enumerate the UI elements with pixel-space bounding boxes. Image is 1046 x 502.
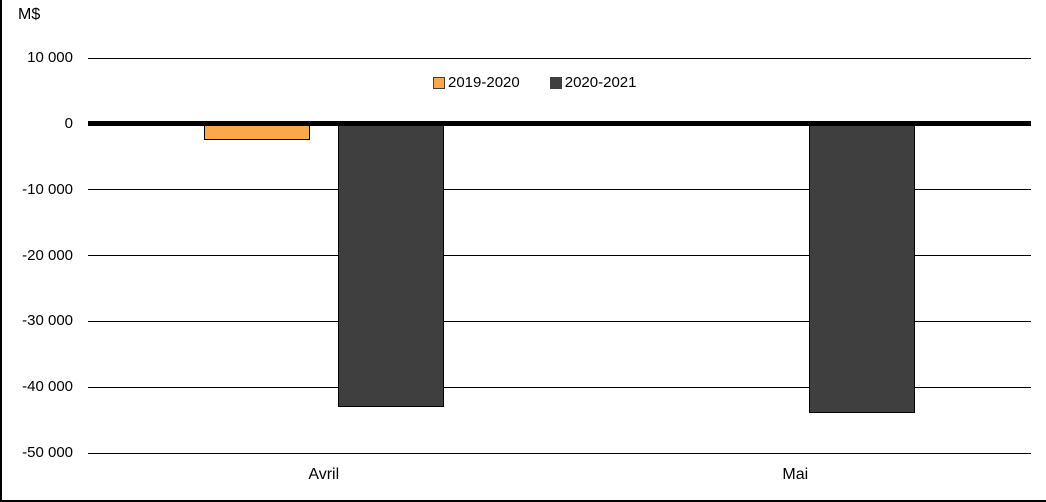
gridline	[88, 189, 1031, 191]
legend: 2019-2020 2020-2021	[433, 74, 636, 91]
bar-2020-2021-mai	[809, 123, 916, 414]
y-axis-unit-label: M$	[18, 6, 41, 23]
x-axis-label-avril: Avril	[308, 466, 340, 483]
y-tick-label: -20 000	[22, 246, 73, 264]
y-tick-label: 10 000	[27, 49, 73, 66]
gridline	[88, 386, 1031, 388]
legend-item-2020-2021: 2020-2021	[549, 74, 637, 91]
x-axis-label-mai: Mai	[782, 466, 809, 483]
bar-2020-2021-avril	[337, 123, 444, 407]
legend-swatch-2020-2021	[549, 76, 562, 89]
legend-label-2020-2021: 2020-2021	[564, 74, 637, 91]
gridline	[88, 320, 1031, 322]
y-tick-label: 0	[64, 114, 73, 132]
legend-item-2019-2020: 2019-2020	[433, 74, 520, 91]
gridline	[88, 57, 1031, 59]
y-tick-label: -10 000	[22, 180, 73, 198]
legend-swatch-2019-2020	[433, 76, 445, 89]
legend-label-2019-2020: 2019-2020	[448, 74, 520, 91]
y-tick-label: -40 000	[22, 378, 73, 396]
gridline	[88, 452, 1031, 454]
y-tick-label: -30 000	[22, 312, 73, 330]
gridline	[88, 255, 1031, 256]
y-tick-label: -50 000	[22, 444, 73, 461]
zero-axis-line	[88, 121, 1031, 127]
